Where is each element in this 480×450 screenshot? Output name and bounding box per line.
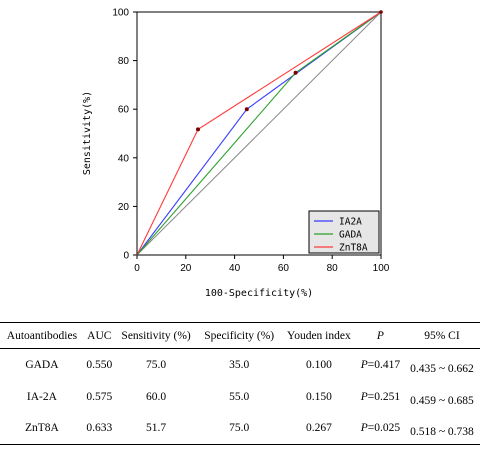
results-table: Autoantibodies AUC Sensitivity (%) Speci…	[0, 322, 480, 445]
table-header-row: Autoantibodies AUC Sensitivity (%) Speci…	[0, 322, 480, 349]
p-label: P	[360, 422, 368, 435]
cell-specificity: 75.0	[197, 412, 281, 445]
y-tick-label: 60	[118, 105, 130, 116]
legend-label-gada: GADA	[339, 230, 362, 241]
legend-box	[308, 210, 380, 254]
roc-chart: 0 20 40 60 80 100 0 20 40 60 80 100 100-Specificity…	[82, 8, 390, 300]
header-sensitivity: Sensitivity (%)	[114, 322, 198, 349]
cell-specificity: 35.0	[229, 358, 250, 371]
table-row: IA-2A 0.575 60.0 55.0 0.150 P=0.251 0.45…	[0, 381, 480, 413]
header-p: P	[356, 322, 404, 349]
cell-ci: 0.518 ~ 0.738	[403, 412, 480, 445]
header-specificity: Specificity (%)	[197, 322, 281, 349]
cell-auc: 0.550	[86, 358, 113, 371]
ci-value: 0.518 ~ 0.738	[410, 426, 474, 439]
endpoint-marker	[379, 10, 383, 14]
cell-sensitivity: 51.7	[114, 412, 198, 445]
header-ci: 95% CI	[403, 322, 480, 349]
p-value: =0.025	[367, 422, 401, 435]
y-tick-label: 80	[118, 56, 130, 67]
y-tick-label: 20	[118, 202, 130, 213]
origin-marker	[135, 253, 139, 257]
header-auc: AUC	[83, 322, 115, 349]
cell-youden: 0.100	[305, 358, 332, 371]
p-value: =0.251	[367, 390, 401, 403]
x-tick-label: 80	[327, 263, 339, 274]
cell-sensitivity: 75.0	[146, 358, 167, 371]
cell-p: P=0.417	[357, 349, 404, 381]
cell-autoantibody: GADA	[25, 358, 59, 371]
cutoff-point-znt8a	[196, 127, 200, 132]
header-youden: Youden index	[280, 322, 357, 349]
ci-value: 0.435 ~ 0.662	[410, 362, 474, 375]
p-label: P	[360, 358, 368, 371]
cell-ci: 0.435 ~ 0.662	[404, 349, 480, 381]
table-row: ZnT8A 0.633 51.7 75.0 0.267 P=0.025 0.51…	[0, 412, 480, 445]
p-value: =0.417	[367, 358, 401, 371]
x-tick-label: 60	[278, 263, 290, 274]
cell-sensitivity: 60.0	[146, 390, 167, 403]
ci-value: 0.459 ~ 0.685	[410, 394, 474, 407]
diagonal-reference-line	[136, 11, 382, 256]
cell-youden: 0.150	[305, 390, 332, 403]
x-tick-label: 40	[229, 263, 241, 274]
cutoff-point-gada	[293, 70, 298, 75]
y-axis-label: Sensitivity(%)	[82, 91, 93, 175]
p-label: P	[360, 390, 368, 403]
cell-p: P=0.251	[357, 381, 404, 413]
y-tick-label: 40	[118, 153, 130, 164]
y-tick-label: 0	[123, 251, 129, 262]
cell-autoantibody: IA-2A	[26, 390, 57, 403]
y-tick-label: 100	[112, 8, 129, 19]
x-tick-label: 0	[134, 263, 140, 274]
cell-specificity: 55.0	[229, 390, 250, 403]
cell-auc: 0.633	[83, 412, 115, 445]
header-autoantibodies: Autoantibodies	[0, 322, 84, 349]
legend: IA2A GADA ZnT8A	[308, 210, 380, 254]
x-tick-label: 100	[373, 263, 390, 274]
cell-ci: 0.459 ~ 0.685	[404, 381, 480, 413]
cell-autoantibody: ZnT8A	[0, 412, 84, 445]
legend-label-ia2a: IA2A	[339, 217, 362, 228]
cell-auc: 0.575	[86, 390, 113, 403]
x-axis-label: 100-Specificity(%)	[205, 288, 313, 299]
cell-youden: 0.267	[280, 412, 357, 445]
legend-label-znt8a: ZnT8A	[339, 243, 368, 254]
plot-frame	[136, 11, 382, 256]
cutoff-point-ia2a	[244, 107, 249, 112]
table-row: GADA 0.550 75.0 35.0 0.100 P=0.417 0.435…	[0, 349, 480, 381]
cell-p: P=0.025	[356, 412, 404, 445]
x-tick-label: 20	[180, 263, 192, 274]
